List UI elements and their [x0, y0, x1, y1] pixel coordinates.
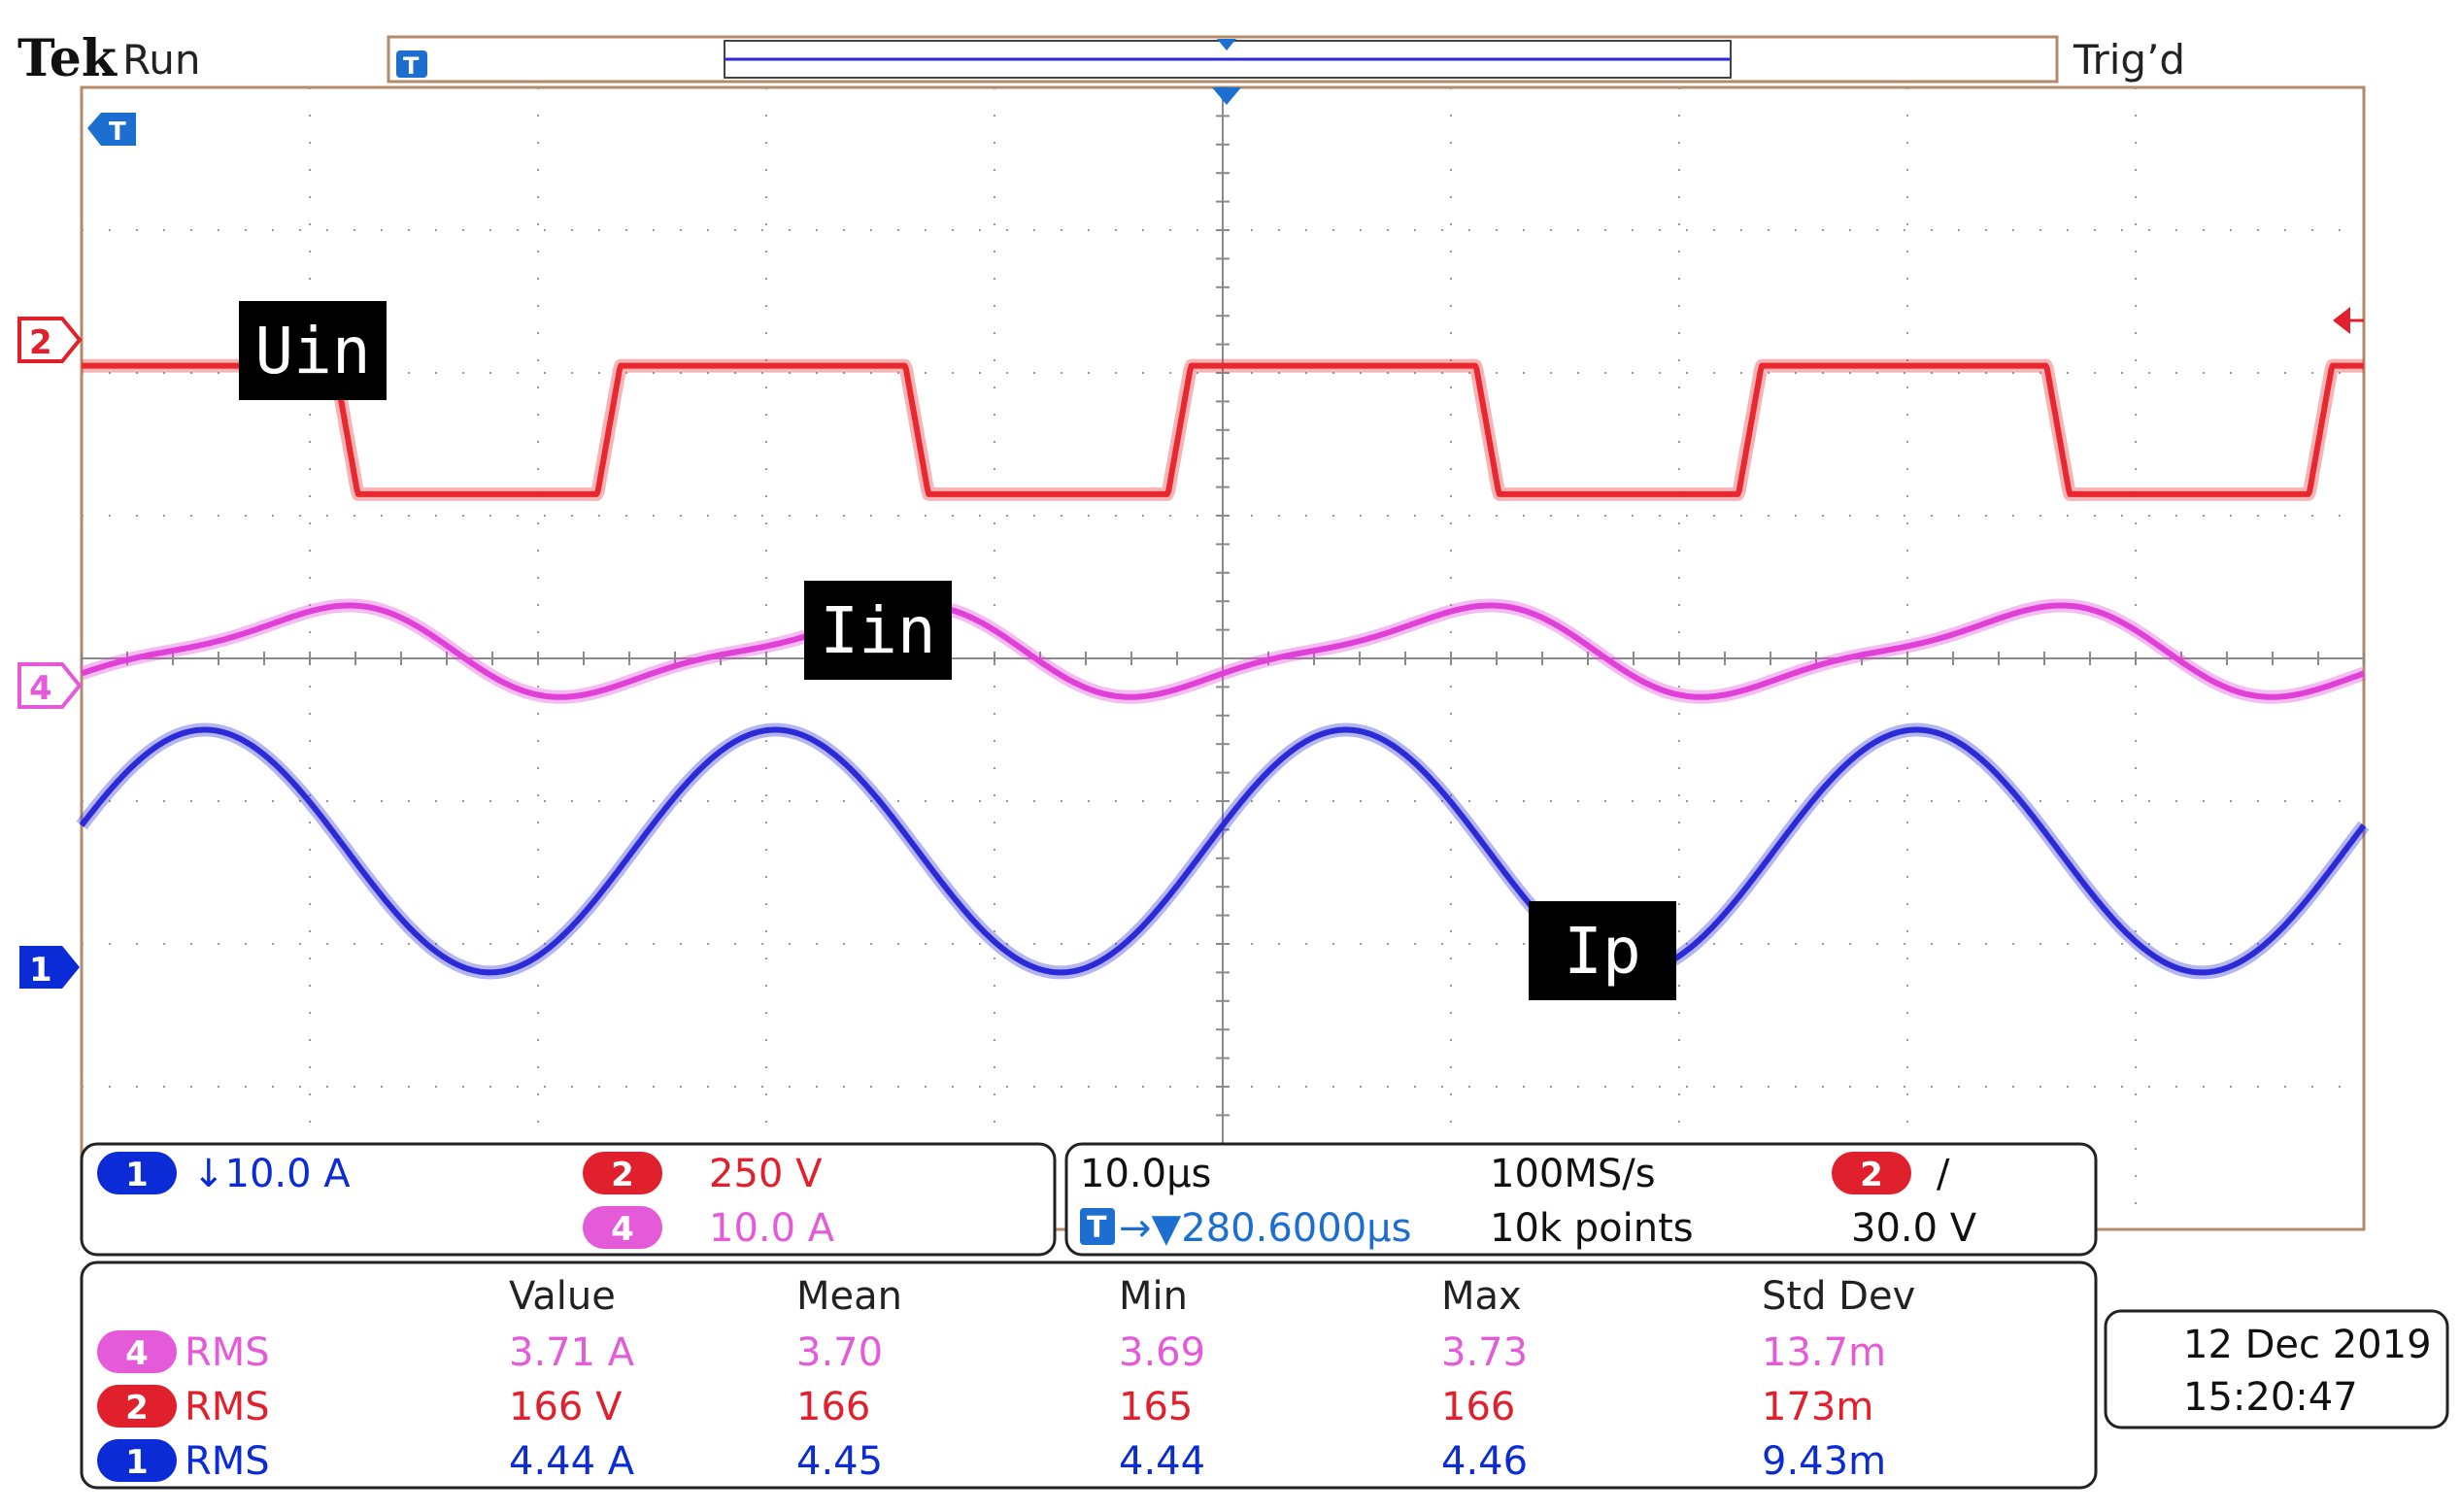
header-value: Value	[509, 1274, 616, 1319]
header-max: Max	[1441, 1274, 1522, 1319]
brand-logo: Tek	[17, 29, 118, 88]
horizontal-position-t-icon: T	[1080, 1208, 1115, 1245]
row-value: 4.44 A	[509, 1439, 635, 1484]
ch4-badge[interactable]: 4	[583, 1206, 662, 1249]
trigger-position-marker-icon	[1212, 87, 1241, 105]
measurement-panel	[80, 1260, 2098, 1490]
graticule-grid	[81, 86, 2365, 1230]
svg-text:1: 1	[125, 1156, 149, 1194]
trace-label-ip: Ip	[1529, 901, 1676, 1000]
ch1-ground-marker-icon: 1	[19, 946, 80, 990]
svg-text:Ip: Ip	[1564, 914, 1640, 989]
row-channel-badge	[97, 1330, 177, 1373]
ch1-scale: ↓10.0 A	[192, 1152, 351, 1196]
svg-text:4: 4	[611, 1210, 634, 1249]
ch2-ground-marker-icon: 2	[17, 317, 83, 363]
svg-text:4: 4	[29, 669, 52, 708]
time-per-division: 10.0µs	[1080, 1152, 1211, 1196]
svg-text:Uin: Uin	[254, 314, 370, 388]
datetime-panel	[2104, 1309, 2449, 1429]
trigger-source-badge[interactable]: 2	[1832, 1152, 1911, 1194]
svg-text:1: 1	[125, 1443, 149, 1482]
svg-text:1: 1	[29, 951, 52, 990]
trace-iin	[80, 602, 2366, 700]
date-display: 12 Dec 2019	[2183, 1323, 2432, 1367]
time-display: 15:20:47	[2183, 1375, 2358, 1420]
svg-text:T: T	[109, 118, 126, 147]
ch4-ground-marker-icon: 4	[17, 662, 83, 709]
svg-text:4: 4	[125, 1334, 149, 1373]
row-min: 165	[1119, 1385, 1193, 1429]
row-mean: 4.45	[796, 1439, 883, 1484]
waveform-traces	[76, 358, 2370, 980]
row-value: 166 V	[509, 1385, 623, 1429]
row-std-dev: 173m	[1762, 1385, 1873, 1429]
record-length: 10k points	[1490, 1206, 1694, 1251]
row-max: 4.46	[1441, 1439, 1528, 1484]
svg-text:T: T	[1087, 1211, 1107, 1245]
row-channel-badge	[97, 1439, 177, 1482]
header-std-dev: Std Dev	[1762, 1274, 1915, 1319]
row-mean: 3.70	[796, 1330, 883, 1375]
overview-trigger-marker-icon	[1217, 39, 1236, 50]
horizontal-position: →▼280.6000µs	[1119, 1206, 1411, 1251]
trigger-t-icon: T	[87, 113, 136, 147]
row-channel-badge	[97, 1385, 177, 1428]
ch1-badge[interactable]: 1	[97, 1152, 177, 1194]
trace-label-uin: Uin	[239, 301, 387, 400]
trace-uin	[80, 362, 2366, 497]
row-value: 3.71 A	[509, 1330, 635, 1375]
row-min: 4.44	[1119, 1439, 1205, 1484]
header-mean: Mean	[796, 1274, 902, 1319]
row-std-dev: 9.43m	[1762, 1439, 1886, 1484]
sample-rate: 100MS/s	[1490, 1152, 1656, 1196]
svg-text:2: 2	[125, 1389, 149, 1428]
vertical-settings-panel	[80, 1142, 1057, 1257]
record-overview-bar	[387, 35, 2059, 84]
row-type: RMS	[185, 1439, 270, 1484]
svg-text:2: 2	[1860, 1156, 1883, 1194]
ch2-badge[interactable]: 2	[583, 1152, 662, 1194]
svg-text:T: T	[403, 52, 420, 80]
trigger-level: 30.0 V	[1851, 1206, 1977, 1251]
svg-text:2: 2	[29, 323, 52, 362]
ch4-scale: 10.0 A	[709, 1206, 835, 1251]
row-max: 166	[1441, 1385, 1515, 1429]
ch2-scale: 250 V	[709, 1152, 823, 1196]
measurement-row: 2 RMS 166 V 166 165 166 173m	[97, 1385, 1873, 1429]
measurement-row: 4 RMS 3.71 A 3.70 3.69 3.73 13.7m	[97, 1330, 1886, 1375]
trigger-level-marker-icon	[2333, 307, 2350, 334]
measurement-row: 1 RMS 4.44 A 4.45 4.44 4.46 9.43m	[97, 1439, 1886, 1484]
header-min: Min	[1119, 1274, 1188, 1319]
row-type: RMS	[185, 1330, 270, 1375]
measurement-headers: Value Mean Min Max Std Dev	[509, 1274, 1915, 1319]
trigger-slope-icon: ∕	[1937, 1152, 1950, 1196]
row-mean: 166	[796, 1385, 870, 1429]
overview-t-marker-icon: T	[396, 50, 427, 80]
row-max: 3.73	[1441, 1330, 1528, 1375]
trace-ip	[79, 726, 2367, 976]
row-std-dev: 13.7m	[1762, 1330, 1886, 1375]
svg-text:Iin: Iin	[820, 593, 935, 668]
trigger-status: Trig’d	[2073, 36, 2185, 84]
trace-label-iin: Iin	[804, 581, 952, 680]
row-min: 3.69	[1119, 1330, 1205, 1375]
svg-text:2: 2	[611, 1156, 634, 1194]
row-type: RMS	[185, 1385, 270, 1429]
acquisition-state: Run	[122, 36, 201, 84]
